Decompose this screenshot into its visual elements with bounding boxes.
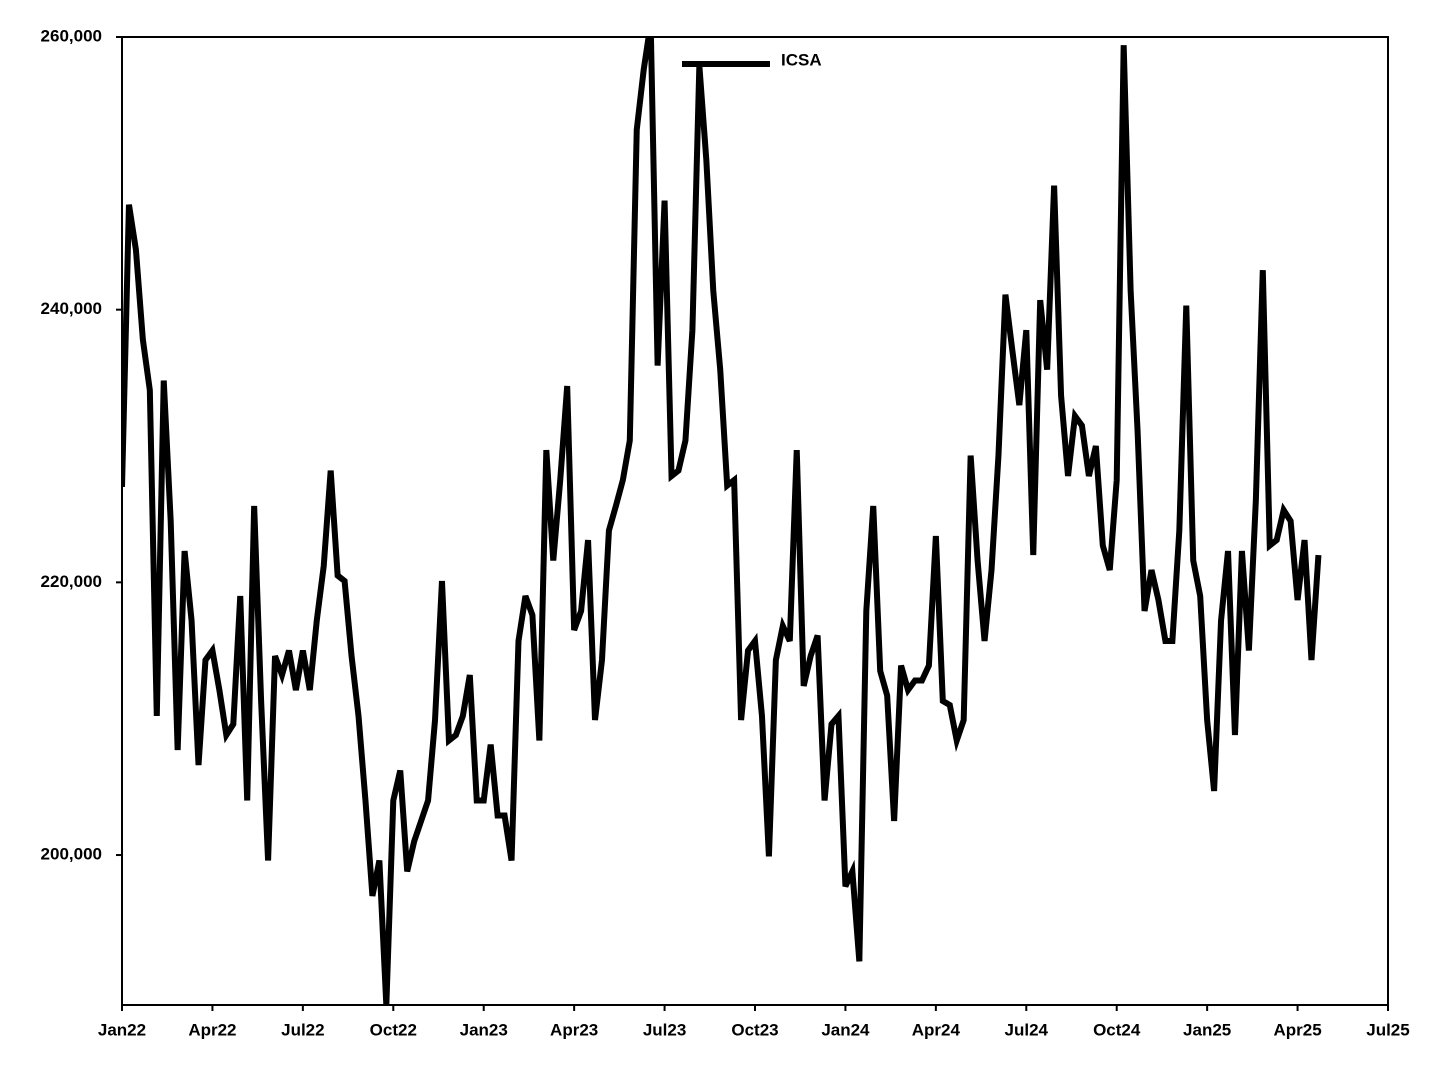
y-tick-label: 260,000	[41, 26, 102, 45]
x-tick-label: Apr24	[912, 1020, 961, 1039]
x-tick-label: Jan25	[1183, 1020, 1231, 1039]
y-tick-label: 240,000	[41, 299, 102, 318]
plot-frame	[121, 36, 1389, 1006]
x-tick-label: Oct22	[370, 1020, 417, 1039]
y-tick-label: 220,000	[41, 572, 102, 591]
y-tick-label: 200,000	[41, 845, 102, 864]
x-tick-label: Jul23	[643, 1020, 686, 1039]
x-tick-label: Jan22	[98, 1020, 146, 1039]
x-tick-label: Jul22	[281, 1020, 324, 1039]
x-tick-label: Oct23	[731, 1020, 778, 1039]
line-series	[122, 37, 1322, 1005]
x-tick-label: Oct24	[1093, 1020, 1141, 1039]
x-tick-label: Jan24	[821, 1020, 870, 1039]
x-tick-label: Jul24	[1005, 1020, 1049, 1039]
x-tick-label: Jan23	[460, 1020, 508, 1039]
legend-label: ICSA	[781, 50, 822, 69]
x-tick-label: Apr23	[550, 1020, 598, 1039]
x-tick-label: Jul25	[1366, 1020, 1409, 1039]
x-tick-label: Apr22	[188, 1020, 236, 1039]
x-tick-label: Apr25	[1273, 1020, 1321, 1039]
